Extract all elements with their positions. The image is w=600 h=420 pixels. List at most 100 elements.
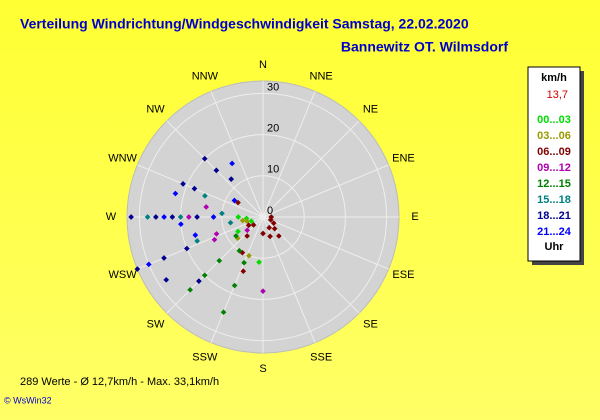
direction-label: SSE bbox=[310, 351, 332, 363]
wind-point bbox=[236, 247, 243, 254]
spoke bbox=[262, 216, 389, 270]
legend-label: 21...24 bbox=[537, 226, 572, 238]
wind-point bbox=[201, 272, 208, 279]
wind-point bbox=[235, 214, 242, 220]
wind-point bbox=[248, 218, 255, 225]
direction-label: S bbox=[259, 363, 266, 375]
legend-label: 18...21 bbox=[537, 210, 571, 222]
wind-point bbox=[184, 245, 190, 252]
legend-label: 12...15 bbox=[537, 178, 571, 190]
wind-point bbox=[196, 278, 202, 284]
wind-point bbox=[267, 233, 273, 240]
spoke bbox=[166, 120, 264, 218]
direction-label: SE bbox=[363, 318, 378, 330]
wind-point bbox=[211, 236, 218, 243]
spoke bbox=[262, 120, 360, 218]
spoke bbox=[262, 164, 389, 218]
wind-point bbox=[241, 259, 247, 266]
wind-point bbox=[260, 288, 266, 295]
wind-point bbox=[250, 222, 257, 228]
chart-title: Verteilung Windrichtung/Windgeschwindigk… bbox=[20, 16, 469, 32]
wind-point bbox=[270, 220, 277, 227]
wind-point bbox=[172, 190, 179, 197]
wind-point bbox=[276, 233, 282, 239]
wind-point bbox=[128, 214, 134, 220]
legend-label: 03...06 bbox=[537, 130, 571, 142]
wind-point bbox=[239, 217, 246, 224]
direction-label: W bbox=[106, 211, 117, 223]
direction-label: NNE bbox=[310, 70, 333, 82]
wind-point bbox=[260, 230, 266, 237]
wind-point bbox=[245, 222, 252, 229]
wind-point bbox=[191, 185, 198, 192]
legend-label: 00...03 bbox=[537, 114, 571, 126]
legend-unit: km/h bbox=[541, 72, 567, 84]
legend-label: 15...18 bbox=[537, 194, 571, 206]
r-tick-label: 0 bbox=[267, 205, 273, 217]
wind-point bbox=[235, 228, 241, 235]
wind-point bbox=[227, 219, 234, 226]
wind-point bbox=[203, 204, 210, 210]
wind-point bbox=[240, 268, 247, 275]
legend-label: 06...09 bbox=[537, 146, 571, 158]
wind-point bbox=[244, 227, 251, 234]
wind-point bbox=[192, 232, 199, 238]
wind-point bbox=[180, 181, 186, 187]
wind-point bbox=[194, 238, 200, 244]
spoke bbox=[137, 216, 264, 270]
wind-point bbox=[231, 282, 238, 289]
ring bbox=[221, 175, 305, 259]
direction-label: N bbox=[259, 59, 267, 71]
wind-point bbox=[169, 214, 176, 220]
legend-footer: Uhr bbox=[545, 241, 565, 253]
wind-point bbox=[220, 309, 227, 316]
wind-point bbox=[201, 155, 208, 162]
legend-box bbox=[527, 66, 581, 262]
wind-point bbox=[266, 224, 273, 231]
direction-label: SSW bbox=[192, 351, 218, 363]
credit: © WsWin32 bbox=[4, 395, 52, 405]
wind-point bbox=[219, 210, 225, 217]
ring bbox=[138, 92, 388, 342]
direction-label: NE bbox=[363, 103, 378, 115]
spoke bbox=[262, 216, 316, 343]
r-tick-label: 20 bbox=[267, 122, 279, 134]
wind-point bbox=[244, 233, 250, 239]
wind-point bbox=[213, 167, 220, 174]
wind-point bbox=[213, 231, 220, 237]
chart-subtitle: Bannewitz OT. Wilmsdorf bbox=[341, 39, 508, 55]
wind-point bbox=[229, 160, 235, 167]
spoke bbox=[210, 91, 264, 218]
wind-point bbox=[187, 287, 193, 293]
wind-point bbox=[228, 176, 235, 182]
wind-point bbox=[268, 214, 275, 220]
legend-label: 09...12 bbox=[537, 162, 571, 174]
direction-label: ESE bbox=[392, 269, 414, 281]
direction-label: WSW bbox=[109, 269, 138, 281]
wind-point bbox=[144, 214, 151, 220]
wind-point bbox=[153, 214, 159, 220]
wind-point bbox=[246, 252, 252, 259]
wind-point bbox=[161, 214, 167, 220]
r-tick-label: 30 bbox=[267, 81, 279, 93]
direction-label: NNW bbox=[192, 70, 219, 82]
wind-point bbox=[194, 214, 200, 220]
direction-label: E bbox=[411, 211, 418, 223]
wind-point bbox=[145, 261, 152, 268]
wind-point bbox=[177, 214, 184, 220]
wind-point bbox=[210, 214, 217, 220]
footer: 289 Werte - Ø 12,7km/h - Max. 33,1km/h bbox=[20, 376, 219, 388]
wind-point bbox=[231, 197, 238, 204]
wind-point bbox=[161, 255, 167, 261]
direction-label: NW bbox=[146, 103, 165, 115]
spoke bbox=[137, 164, 264, 218]
wind-point bbox=[178, 221, 184, 228]
r-tick-label: 10 bbox=[267, 164, 279, 176]
wind-point bbox=[185, 214, 192, 220]
spoke bbox=[210, 216, 264, 343]
wind-point bbox=[134, 266, 141, 272]
direction-label: SW bbox=[147, 318, 165, 330]
wind-point bbox=[216, 257, 223, 264]
direction-label: WNW bbox=[108, 153, 137, 165]
